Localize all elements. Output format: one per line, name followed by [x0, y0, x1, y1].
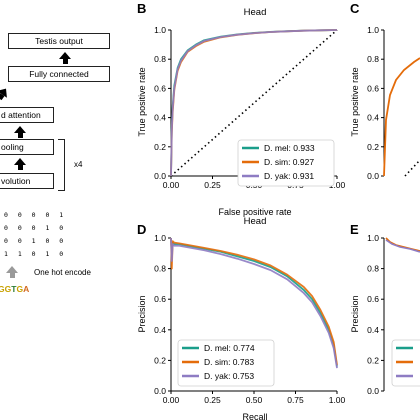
panel-b-y-tick-label: 1.0: [154, 25, 166, 35]
panel-b-y-tick-label: 0.8: [154, 54, 166, 64]
panel-b-ylabel: True positive rate: [137, 67, 147, 136]
panel-c-y-tick-label: 0.2: [367, 142, 379, 152]
legend-d-yak: D. yak: 0.931: [264, 171, 314, 181]
testis-output-block: Testis output: [8, 33, 110, 49]
panel-e-ylabel: Precision: [350, 295, 360, 332]
panel-b-x-tick-label: 0.00: [163, 180, 180, 190]
panel-b-x-tick-label: 0.25: [204, 180, 221, 190]
fully-connected-label: Fully connected: [29, 69, 89, 79]
repeat-label: x4: [74, 160, 83, 169]
panel-letter-e: E: [350, 222, 359, 237]
panel-e-y-tick-label: 0.0: [367, 386, 379, 396]
matrix-row: 0 0 1 0 0: [4, 237, 67, 245]
panel-b-reference-line: [170, 29, 338, 177]
panel-c-y-tick-label: 0.8: [367, 54, 379, 64]
panel-b-title: Head: [244, 7, 267, 18]
panel-d-x-tick-label: 0.25: [204, 395, 221, 405]
panel-d-series-line: [170, 237, 338, 369]
panel-d-series-line: [170, 237, 338, 366]
testis-output-label: Testis output: [35, 36, 83, 46]
panel-d-title: Head: [244, 216, 267, 227]
panel-d-x-tick-label: 0.00: [163, 395, 180, 405]
panel-b-y-tick-label: 0.4: [154, 113, 166, 123]
panel-c-y-tick-label: 1.0: [367, 25, 379, 35]
panel-b-xlabel: False positive rate: [218, 207, 291, 217]
dna-sequence: GGTGA: [0, 284, 29, 294]
panel-d-ylabel: Precision: [137, 295, 147, 332]
sequence-base: G: [4, 284, 12, 294]
panel-e-y-tick-label: 0.2: [367, 355, 379, 365]
sequence-base: G: [0, 284, 5, 294]
convolution-block: volution: [0, 173, 54, 189]
panel-c-ylabel: True positive rate: [350, 67, 360, 136]
panel-e-y-tick-label: 0.4: [367, 325, 379, 335]
attention-label: d attention: [1, 110, 41, 120]
panel-d-series-line: [170, 237, 338, 367]
panel-b-y-tick-label: 0.2: [154, 142, 166, 152]
sequence-base: T: [11, 284, 17, 294]
fully-connected-block: Fully connected: [8, 66, 110, 82]
arrow-up-icon: [6, 266, 18, 278]
matrix-row: 1 1 0 1 0: [4, 250, 67, 258]
panel-e-y-tick-label: 0.8: [367, 264, 379, 274]
sequence-base: A: [23, 284, 30, 294]
panel-d-x-tick-label: 1.00: [329, 395, 346, 405]
sequence-base: G: [16, 284, 24, 294]
legend-d-mel: D. mel: 0.933: [264, 143, 315, 153]
convolution-label: volution: [1, 176, 31, 186]
panel-d-x-tick-label: 0.75: [287, 395, 304, 405]
plot-layer: 0.0 0.2 0.4 0.6 0.8 1.0 0.00 0.25 0.50 0.75 1.00 0.…: [154, 25, 420, 405]
legend-d-sim: D. sim: 0.927: [264, 157, 314, 167]
panel-letter-c: C: [350, 1, 360, 16]
panel-d-x-tick-label: 0.50: [246, 395, 263, 405]
panel-b-legend: D. mel: 0.933 D. sim: 0.927 D. yak: 0.93…: [237, 139, 335, 187]
panel-e-y-tick-label: 0.6: [367, 294, 379, 304]
panel-b-y-tick-label: 0.6: [154, 83, 166, 93]
panel-d-xlabel: Recall: [242, 412, 267, 420]
panel-d-y-tick-label: 0.0: [154, 386, 166, 396]
legend-d-mel: D. mel: 0.774: [204, 343, 255, 353]
panel-d-y-tick-label: 1.0: [154, 233, 166, 243]
legend-d-sim: D. sim: 0.783: [204, 357, 254, 367]
repeat-bracket: [58, 139, 65, 191]
panel-c-y-tick-label: 0.4: [367, 113, 379, 123]
arrow-up-icon: [14, 158, 26, 170]
panel-d-y-tick-label: 0.6: [154, 294, 166, 304]
pooling-label: ooling: [1, 142, 24, 152]
pooling-block: ooling: [0, 139, 54, 155]
attention-block: d attention: [0, 107, 54, 123]
arrow-up-icon: [59, 52, 71, 64]
panel-letter-b: B: [137, 1, 146, 16]
panel-c-y-tick-label: 0.0: [367, 171, 379, 181]
matrix-row: 0 0 0 0 1: [4, 211, 67, 219]
panel-b-y-tick-label: 0.0: [154, 171, 166, 181]
panel-e-partial-curve: [385, 239, 420, 253]
panel-b-x-tick-label: 1.00: [329, 180, 346, 190]
encode-label: One hot encode: [34, 268, 91, 277]
panel-e-y-tick-label: 1.0: [367, 233, 379, 243]
panel-e-legend-fragment: [391, 339, 420, 387]
panel-c-reference-line: [404, 159, 420, 177]
panel-c-partial-curve: [383, 57, 420, 177]
panel-b-series-line: [170, 29, 338, 177]
panel-e-partial-curve: [385, 237, 420, 252]
panel-d-y-tick-label: 0.2: [154, 355, 166, 365]
panel-letter-d: D: [137, 222, 146, 237]
panel-d-legend: D. mel: 0.774 D. sim: 0.783 D. yak: 0.75…: [177, 339, 275, 387]
panel-d-y-tick-label: 0.4: [154, 325, 166, 335]
legend-d-yak: D. yak: 0.753: [204, 371, 254, 381]
arrow-up-icon: [14, 126, 26, 138]
matrix-row: 0 0 0 1 0: [4, 224, 67, 232]
panel-c-y-tick-label: 0.6: [367, 83, 379, 93]
panel-d-y-tick-label: 0.8: [154, 264, 166, 274]
